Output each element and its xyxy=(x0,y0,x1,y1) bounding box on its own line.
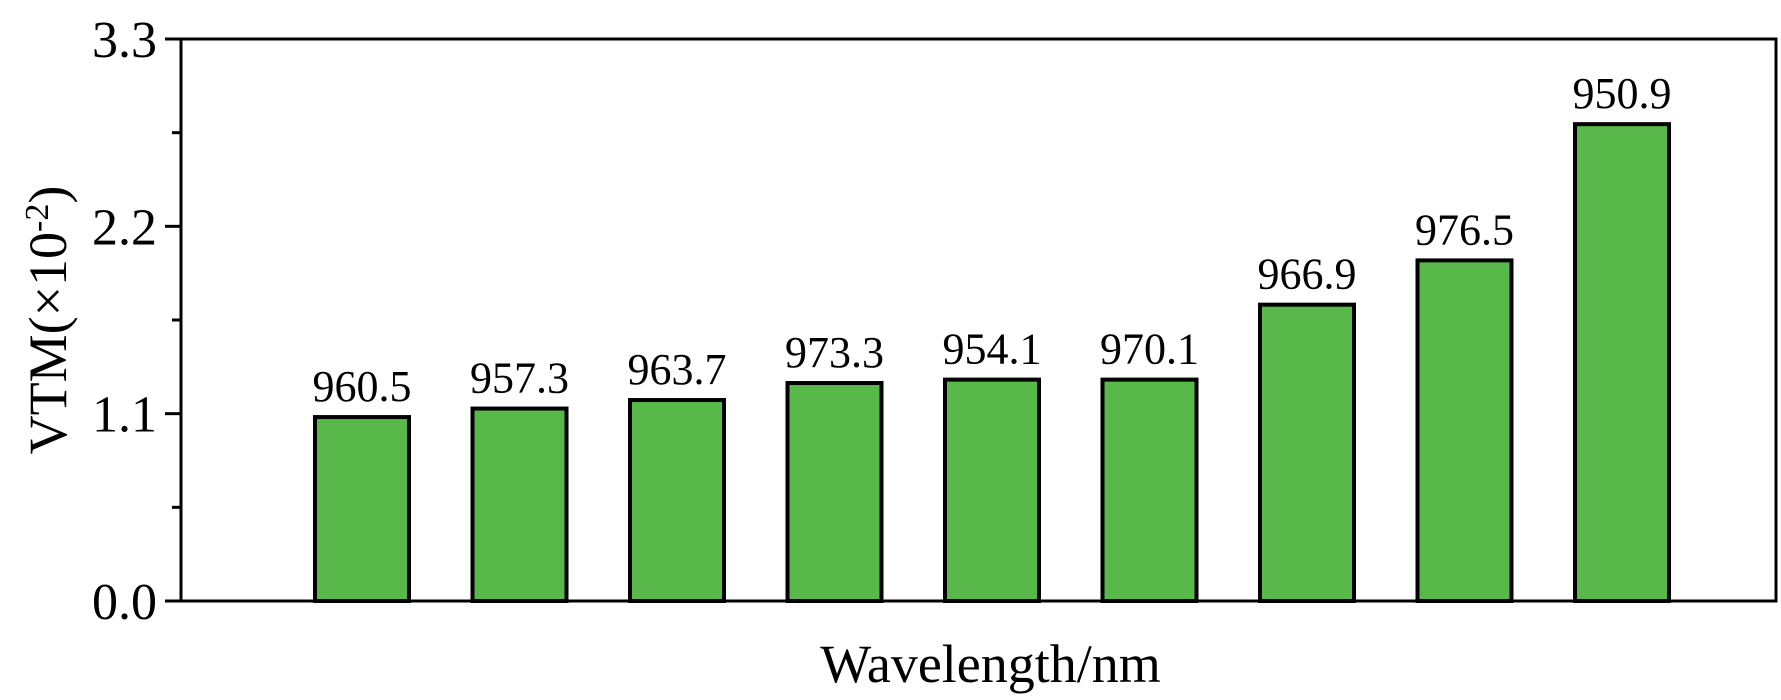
bar-label-9: 950.9 xyxy=(1573,69,1672,118)
y-axis-label-superscript: -2 xyxy=(19,204,56,232)
bar-label-2: 957.3 xyxy=(470,354,569,403)
data-labels-group: 960.5 957.3 963.7 973.3 954.1 970.1 966.9 976.5… xyxy=(313,69,1672,411)
bar-label-8: 976.5 xyxy=(1415,205,1514,254)
x-axis-label: Wavelength/nm xyxy=(820,634,1161,694)
bar-6 xyxy=(1100,377,1199,603)
bar-7 xyxy=(1258,302,1356,603)
bar-5 xyxy=(943,377,1041,603)
y-tick-label: 2.2 xyxy=(92,199,157,256)
bar-label-4: 973.3 xyxy=(785,328,884,377)
bar-8 xyxy=(1415,258,1514,603)
bar-label-7: 966.9 xyxy=(1258,250,1357,299)
bar-3 xyxy=(628,398,726,603)
bar-1 xyxy=(313,415,411,603)
bars-group xyxy=(313,122,1671,604)
bar-label-3: 963.7 xyxy=(628,345,727,394)
bar-4 xyxy=(785,381,884,603)
y-ticks-group: 0.0 1.1 2.2 3.3 xyxy=(92,12,181,631)
bar-label-6: 970.1 xyxy=(1100,325,1199,374)
y-tick-label: 0.0 xyxy=(92,574,157,631)
y-axis-label-main: VTM(×10 xyxy=(18,232,78,454)
bar-2 xyxy=(470,406,569,604)
y-axis-label-close: ) xyxy=(18,186,78,204)
bar-label-1: 960.5 xyxy=(313,362,412,411)
y-axis-label: VTM(×10-2) xyxy=(18,186,78,455)
y-tick-label: 3.3 xyxy=(92,12,157,69)
bar-9 xyxy=(1573,122,1671,603)
bar-label-5: 954.1 xyxy=(943,325,1042,374)
y-tick-label: 1.1 xyxy=(92,387,157,444)
